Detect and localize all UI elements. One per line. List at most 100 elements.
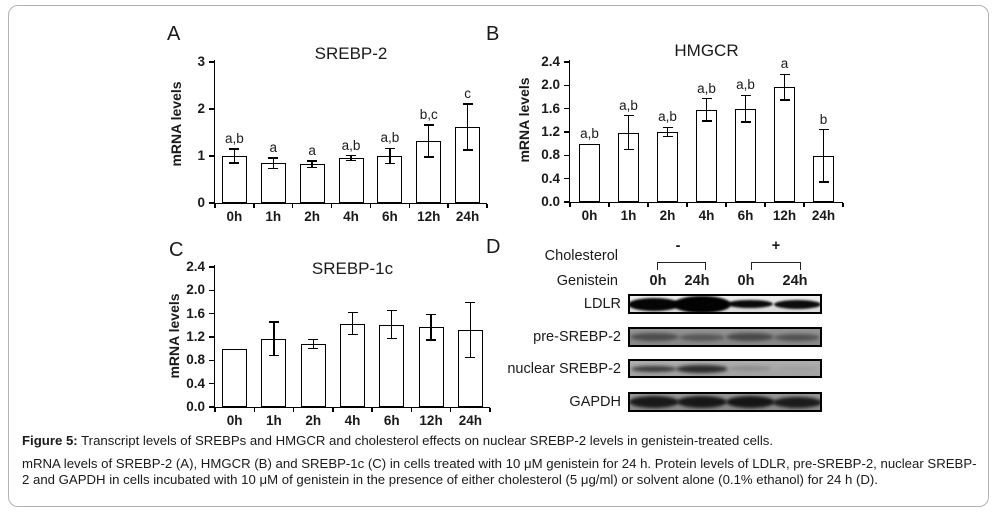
panel-b-letter: B — [486, 23, 500, 45]
error-cap-bottom — [701, 120, 712, 122]
panel-b-plot: 0.0 0.4 0.8 1.2 1.6 2.0 2.4 a,b 0h a,b 1h a,b 2h a,b 4… — [541, 54, 844, 223]
x-tick-label: 4h — [344, 413, 361, 428]
x-tick — [608, 203, 610, 208]
sig-label: a,b — [658, 109, 677, 125]
x-tick — [486, 204, 488, 209]
y-tick-label: 1.6 — [186, 305, 205, 321]
y-tick — [563, 107, 569, 110]
x-tick — [214, 408, 216, 413]
y-tick — [563, 131, 569, 133]
x-tick — [410, 408, 413, 413]
error-cap-bottom — [384, 162, 395, 165]
error-cap-bottom — [462, 149, 473, 151]
error-bar — [783, 74, 786, 100]
error-cap-bottom — [423, 156, 434, 158]
y-tick-label: 1.2 — [186, 329, 205, 344]
error-bar — [666, 127, 669, 137]
error-cap-bottom — [268, 167, 279, 169]
blot-lane-label-3: 0h — [737, 273, 755, 289]
x-tick-label: 2h — [305, 413, 322, 428]
error-cap-top — [423, 124, 434, 126]
blot-band — [777, 366, 817, 371]
x-tick-label: 12h — [417, 209, 441, 224]
blot-band — [727, 300, 773, 308]
x-tick-label: 12h — [419, 413, 443, 428]
x-tick-label: 6h — [737, 208, 754, 223]
y-tick-label: 0.4 — [186, 375, 205, 391]
sig-label: b,c — [419, 106, 438, 122]
sig-label: a,b — [580, 125, 599, 141]
error-bar — [469, 302, 472, 358]
error-cap-top — [268, 321, 279, 323]
error-bar — [311, 161, 313, 168]
x-tick — [292, 408, 295, 413]
error-bar — [430, 314, 432, 340]
x-tick — [764, 203, 766, 208]
error-bar — [233, 148, 236, 164]
x-tick-label: 0h — [226, 209, 243, 224]
blot-strip-ldlr — [628, 294, 822, 314]
blot-band — [676, 364, 728, 373]
bar — [657, 132, 678, 202]
x-tick-label: 6h — [381, 209, 398, 224]
y-tick-label: 2.4 — [541, 54, 560, 69]
error-cap-top — [662, 126, 673, 129]
x-tick-label: 12h — [772, 208, 797, 223]
x-tick — [292, 204, 294, 209]
blot-lane-label-2: 24h — [684, 273, 710, 289]
error-cap-top — [386, 310, 397, 312]
sig-label: a — [780, 56, 789, 72]
x-tick-label: 1h — [265, 209, 282, 224]
blot-strip-nuclear-srebp-2 — [628, 359, 822, 378]
error-bar — [312, 339, 314, 349]
bar — [340, 323, 365, 407]
error-cap-top — [384, 147, 395, 150]
error-cap-bottom — [426, 339, 437, 341]
error-bar — [744, 95, 747, 123]
error-cap-top — [426, 313, 437, 315]
x-tick — [253, 408, 255, 413]
blot-lane-label-4: 24h — [782, 273, 808, 289]
y-tick — [208, 202, 214, 204]
y-tick — [563, 201, 569, 203]
x-tick-label: 2h — [304, 209, 320, 224]
x-tick — [803, 203, 805, 208]
blot-row-label-pre-srebp2: pre-SREBP-2 — [533, 329, 621, 345]
y-tick-label: 1.2 — [541, 124, 560, 139]
y-tick-label: 0 — [197, 195, 205, 210]
y-tick — [563, 154, 569, 157]
x-tick — [330, 204, 333, 209]
blot-band — [726, 333, 774, 341]
x-tick — [489, 408, 491, 413]
error-cap-bottom — [779, 99, 790, 101]
error-bar — [466, 103, 469, 150]
bar — [696, 109, 717, 202]
error-cap-bottom — [662, 135, 673, 138]
bar — [299, 164, 325, 203]
error-cap-top — [623, 114, 634, 117]
bar — [260, 163, 286, 203]
bar — [222, 348, 248, 407]
error-cap-top — [308, 338, 319, 341]
x-tick-label: 2h — [659, 208, 676, 223]
y-tick — [208, 382, 214, 385]
blot-strip-gapdh — [628, 392, 822, 412]
y-tick — [563, 61, 569, 63]
bar — [338, 157, 364, 203]
blot-band — [729, 366, 771, 371]
y-tick — [208, 289, 214, 292]
error-cap-bottom — [229, 162, 240, 164]
error-cap-bottom — [347, 333, 358, 336]
y-tick — [563, 177, 569, 180]
error-cap-bottom — [307, 167, 318, 169]
error-cap-top — [818, 128, 829, 131]
error-bar — [391, 310, 393, 339]
blot-row-label-gapdh: GAPDH — [569, 394, 621, 410]
y-tick-label: 1 — [197, 148, 205, 163]
x-tick — [450, 408, 452, 413]
error-cap-bottom — [346, 159, 356, 161]
y-tick-label: 2 — [197, 101, 205, 116]
x-tick — [842, 203, 844, 208]
error-bar — [705, 98, 708, 121]
blot-lane-label-1: 0h — [649, 273, 667, 289]
